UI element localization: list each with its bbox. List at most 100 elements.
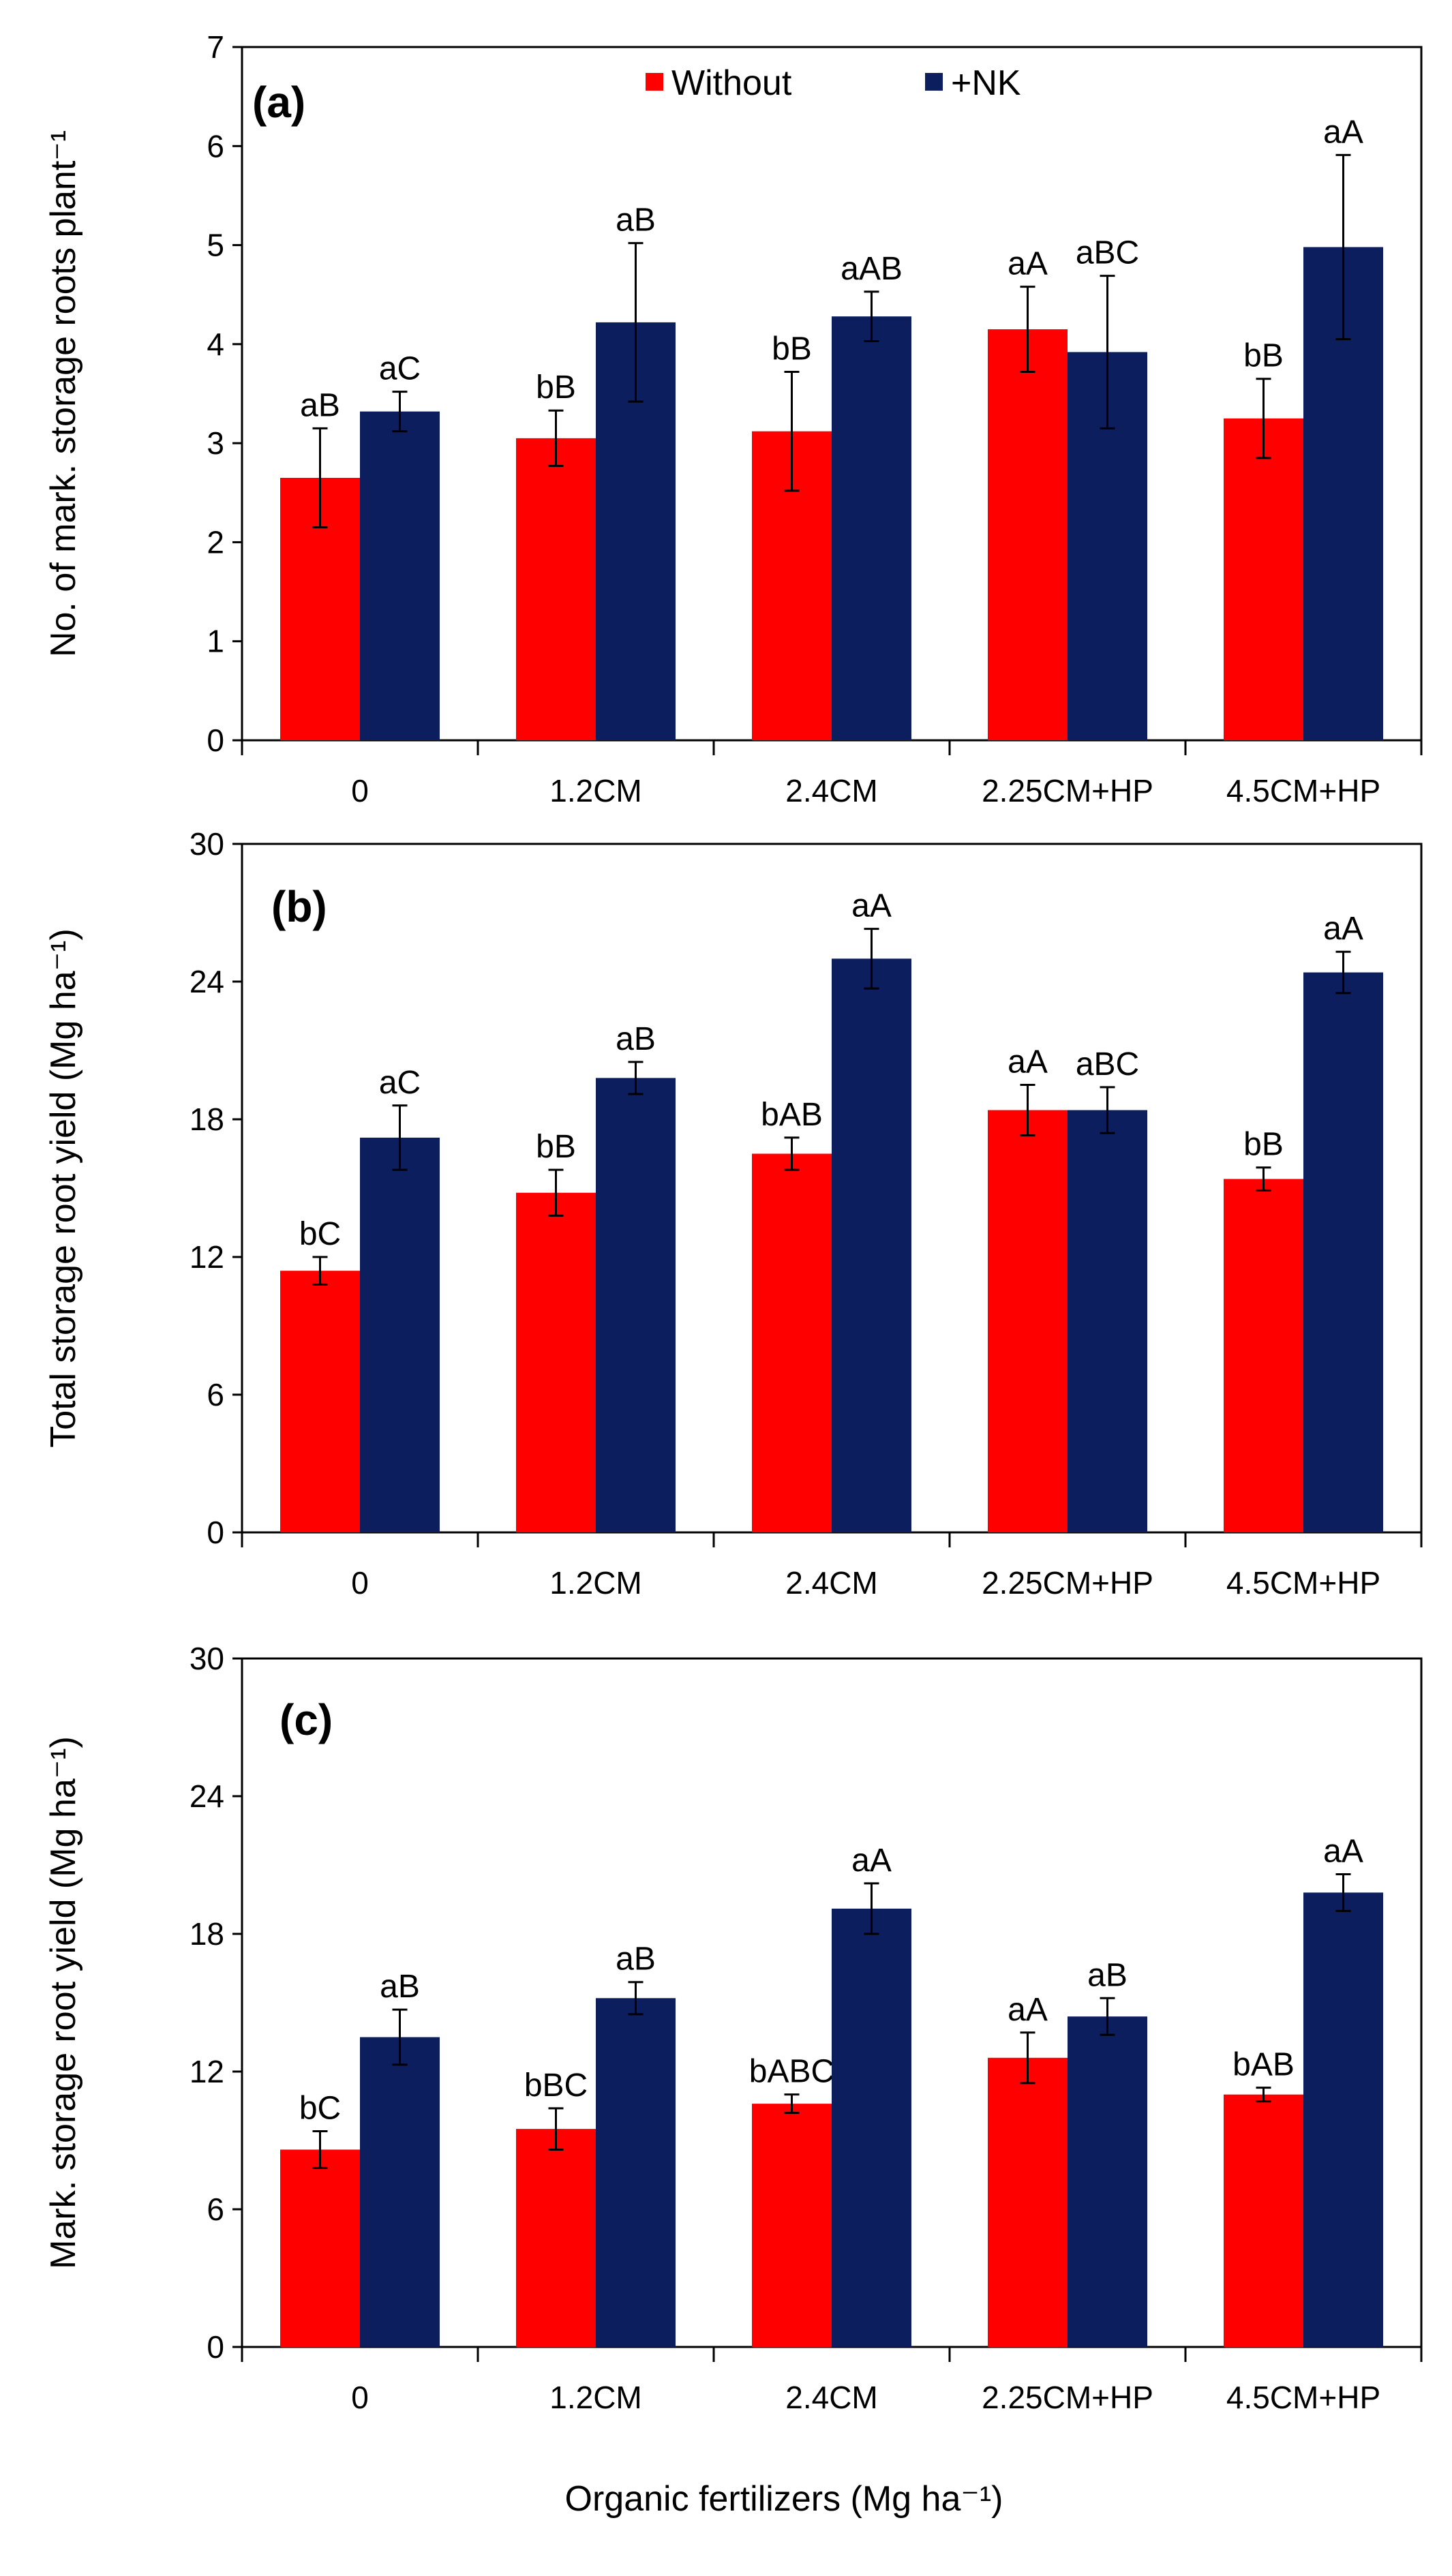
y-tick-label: 7: [207, 29, 224, 65]
bar-letter-label: aA: [1008, 1992, 1048, 2028]
panel-a: 0 1 2 3 4 5 6 7 0 1.2CM 2.4CM 2.25CM+HP 4.5CM+HP aB bB…: [44, 29, 1423, 808]
x-tick-label: 0: [351, 773, 369, 808]
bar-without: [516, 1192, 596, 1532]
bar-nk: [832, 316, 911, 741]
bar-letter-label: aA: [1323, 911, 1363, 947]
x-tick-label: 1.2CM: [549, 2380, 641, 2415]
x-tick-label: 2.25CM+HP: [982, 773, 1153, 808]
x-tick-label: 1.2CM: [549, 1565, 641, 1601]
y-tick-label: 30: [190, 826, 224, 862]
x-tick-label: 4.5CM+HP: [1226, 2380, 1380, 2415]
bar-letter-label: aA: [1008, 246, 1048, 282]
bar-letter-label: aA: [851, 888, 892, 924]
panel-label: (a): [252, 78, 305, 127]
y-tick-label: 18: [190, 1102, 224, 1137]
bar-letter-label: bB: [536, 1129, 576, 1165]
bar-letter-label: aAB: [841, 251, 903, 287]
x-tick-label: 4.5CM+HP: [1226, 1565, 1380, 1601]
bar-letter-label: aA: [1008, 1044, 1048, 1080]
bar-nk: [596, 1078, 676, 1532]
bar-letter-label: aBC: [1076, 235, 1139, 271]
bar-letter-label: bB: [772, 331, 812, 367]
bar-letter-label: aB: [380, 1969, 420, 2005]
panel-c: 0 6 12 18 24 30 0 1.2CM 2.4CM 2.25CM+HP 4.5CM+HP bC…: [44, 1641, 1423, 2415]
bar-letter-label: aA: [851, 1843, 892, 1879]
bar-without: [516, 438, 596, 740]
x-tick-label: 0: [351, 1565, 369, 1601]
x-tick-label: 2.25CM+HP: [982, 2380, 1153, 2415]
bar-nk: [832, 1908, 911, 2347]
y-tick-label: 0: [207, 723, 224, 758]
x-tick-label: 2.25CM+HP: [982, 1565, 1153, 1601]
bar-nk: [1068, 1110, 1147, 1532]
bar-letter-label: aC: [379, 351, 421, 387]
bar-nk: [1303, 972, 1383, 1532]
y-axis-title: No. of mark. storage roots plant⁻¹: [44, 130, 83, 657]
y-tick-label: 0: [207, 1515, 224, 1550]
y-tick-label: 1: [207, 624, 224, 659]
y-tick-label: 4: [207, 327, 224, 362]
bar-letter-label: aA: [1323, 1833, 1363, 1869]
bar-letter-label: bC: [299, 2091, 341, 2127]
bar-letter-label: aB: [616, 1021, 656, 1057]
y-tick-label: 24: [190, 1778, 224, 1814]
y-tick-label: 6: [207, 2192, 224, 2227]
bar-nk: [832, 958, 911, 1532]
bar-without: [280, 1271, 360, 1532]
bar-without: [988, 329, 1068, 740]
bar-letter-label: aB: [300, 387, 340, 423]
bar-nk: [360, 2037, 440, 2347]
bar-letter-label: bABC: [749, 2054, 834, 2090]
bar-nk: [360, 1137, 440, 1532]
legend-label-nk: +NK: [951, 63, 1021, 103]
x-axis-title: Organic fertilizers (Mg ha⁻¹): [565, 2479, 1003, 2519]
bar-without: [1224, 418, 1303, 740]
x-tick-label: 2.4CM: [785, 773, 877, 808]
panel-label: (b): [271, 882, 327, 931]
bar-without: [516, 2129, 596, 2347]
bar-letter-label: aBC: [1076, 1046, 1139, 1082]
bar-without: [988, 1110, 1068, 1532]
bar-letter-label: aB: [1087, 1957, 1128, 1993]
y-tick-label: 6: [207, 1377, 224, 1412]
bar-without: [1224, 2094, 1303, 2347]
y-tick-label: 6: [207, 128, 224, 164]
y-tick-label: 5: [207, 228, 224, 263]
x-tick-label: 2.4CM: [785, 2380, 877, 2415]
bar-without: [752, 1153, 832, 1532]
y-tick-label: 18: [190, 1916, 224, 1952]
legend: Without +NK: [646, 63, 1021, 103]
y-tick-label: 12: [190, 1239, 224, 1275]
legend-swatch-without: [646, 73, 663, 91]
y-tick-label: 0: [207, 2329, 224, 2365]
y-tick-label: 3: [207, 425, 224, 461]
bar-without: [1224, 1179, 1303, 1532]
bar-nk: [360, 411, 440, 740]
bar-letter-label: bC: [299, 1216, 341, 1252]
bar-without: [280, 2149, 360, 2347]
bar-without: [988, 2057, 1068, 2347]
y-tick-label: 30: [190, 1641, 224, 1676]
bar-letter-label: bAB: [761, 1097, 823, 1133]
y-tick-label: 12: [190, 2054, 224, 2089]
bar-letter-label: bB: [1243, 338, 1284, 374]
y-tick-label: 2: [207, 524, 224, 560]
bar-letter-label: aB: [616, 1941, 656, 1978]
bar-letter-label: bB: [1243, 1127, 1284, 1163]
panel-b: 0 6 12 18 24 30 0 1.2CM 2.4CM 2.25CM+HP 4.5CM+HP bC…: [44, 826, 1423, 1601]
bar-letter-label: aB: [616, 202, 656, 239]
y-axis-title: Mark. storage root yield (Mg ha⁻¹): [44, 1736, 83, 2269]
bar-nk: [596, 1998, 676, 2347]
x-tick-label: 1.2CM: [549, 773, 641, 808]
y-tick-label: 24: [190, 964, 224, 999]
bar-letter-label: bB: [536, 369, 576, 406]
panel-label: (c): [279, 1695, 333, 1744]
bar-letter-label: bBC: [524, 2067, 588, 2104]
bar-letter-label: aA: [1323, 114, 1363, 150]
legend-swatch-nk: [925, 73, 943, 91]
x-tick-label: 0: [351, 2380, 369, 2415]
legend-label-without: Without: [671, 63, 792, 103]
bar-letter-label: aC: [379, 1065, 421, 1101]
bar-nk: [1303, 1892, 1383, 2347]
